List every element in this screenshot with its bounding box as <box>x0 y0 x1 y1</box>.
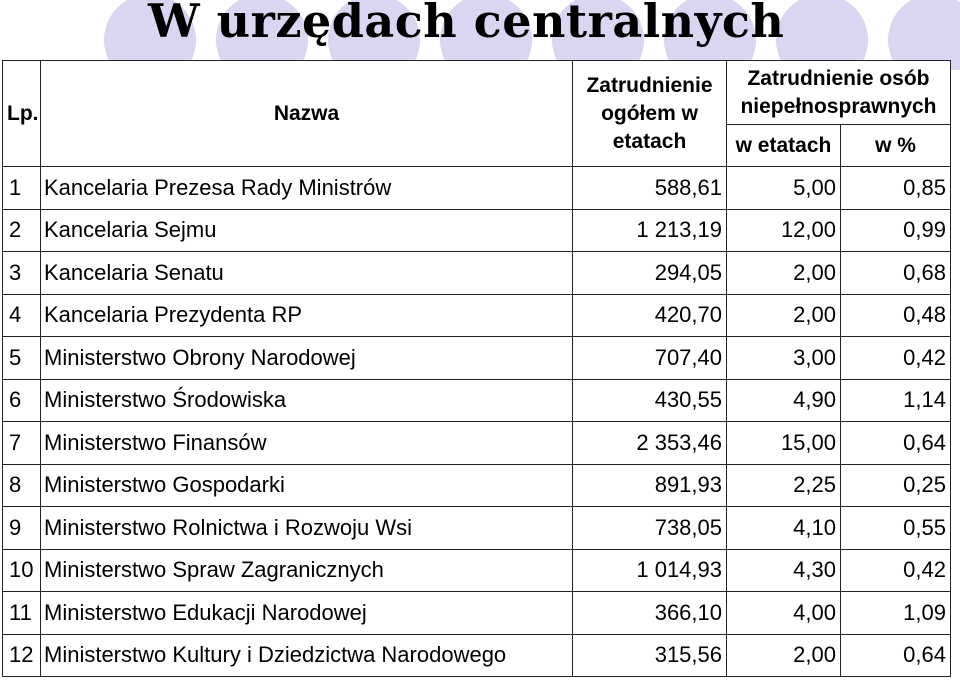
cell-lp: 6 <box>2 378 41 422</box>
cell-lp: 12 <box>2 633 41 677</box>
table-row: 9 Ministerstwo Rolnictwa i Rozwoju Wsi 7… <box>2 506 951 550</box>
cell-lp: 7 <box>2 421 41 465</box>
header-name: Nazwa <box>40 60 573 167</box>
cell-disabled-fte: 2,00 <box>726 633 841 677</box>
cell-disabled-fte: 15,00 <box>726 421 841 465</box>
cell-disabled-pct: 0,99 <box>840 208 951 252</box>
cell-disabled-pct: 0,68 <box>840 251 951 295</box>
cell-disabled-pct: 1,14 <box>840 378 951 422</box>
cell-disabled-pct: 0,85 <box>840 166 951 210</box>
cell-total: 707,40 <box>572 336 727 380</box>
cell-disabled-pct: 0,64 <box>840 633 951 677</box>
cell-disabled-pct: 1,09 <box>840 591 951 635</box>
table-row: 7 Ministerstwo Finansów 2 353,46 15,00 0… <box>2 421 951 465</box>
cell-name: Kancelaria Prezesa Rady Ministrów <box>40 166 573 210</box>
header-disabled-pct: w % <box>840 124 951 167</box>
cell-total: 891,93 <box>572 463 727 507</box>
table-row: 12 Ministerstwo Kultury i Dziedzictwa Na… <box>2 633 951 677</box>
cell-disabled-fte: 4,30 <box>726 548 841 592</box>
cell-disabled-pct: 0,48 <box>840 293 951 337</box>
cell-name: Ministerstwo Finansów <box>40 421 573 465</box>
cell-lp: 4 <box>2 293 41 337</box>
cell-disabled-fte: 2,00 <box>726 251 841 295</box>
cell-lp: 11 <box>2 591 41 635</box>
cell-disabled-pct: 0,55 <box>840 506 951 550</box>
table-row: 11 Ministerstwo Edukacji Narodowej 366,1… <box>2 591 951 635</box>
cell-total: 315,56 <box>572 633 727 677</box>
cell-disabled-fte: 5,00 <box>726 166 841 210</box>
cell-total: 294,05 <box>572 251 727 295</box>
cell-disabled-pct: 0,42 <box>840 336 951 380</box>
cell-name: Ministerstwo Spraw Zagranicznych <box>40 548 573 592</box>
cell-total: 366,10 <box>572 591 727 635</box>
cell-total: 738,05 <box>572 506 727 550</box>
cell-disabled-fte: 4,10 <box>726 506 841 550</box>
cell-disabled-fte: 4,90 <box>726 378 841 422</box>
cell-total: 2 353,46 <box>572 421 727 465</box>
cell-name: Kancelaria Sejmu <box>40 208 573 252</box>
cell-total: 588,61 <box>572 166 727 210</box>
cell-lp: 1 <box>2 166 41 210</box>
cell-name: Ministerstwo Kultury i Dziedzictwa Narod… <box>40 633 573 677</box>
cell-disabled-fte: 2,25 <box>726 463 841 507</box>
cell-disabled-fte: 3,00 <box>726 336 841 380</box>
table-row: 2 Kancelaria Sejmu 1 213,19 12,00 0,99 <box>2 208 951 252</box>
cell-name: Kancelaria Prezydenta RP <box>40 293 573 337</box>
cell-lp: 10 <box>2 548 41 592</box>
cell-lp: 2 <box>2 208 41 252</box>
cell-name: Ministerstwo Gospodarki <box>40 463 573 507</box>
cell-total: 1 213,19 <box>572 208 727 252</box>
cell-name: Kancelaria Senatu <box>40 251 573 295</box>
header-disabled-fte: w etatach <box>726 124 841 167</box>
header-total-fte: Zatrudnienie ogółem w etatach <box>572 60 727 167</box>
table-row: 6 Ministerstwo Środowiska 430,55 4,90 1,… <box>2 378 951 422</box>
table-row: 3 Kancelaria Senatu 294,05 2,00 0,68 <box>2 251 951 295</box>
table-body: 1 Kancelaria Prezesa Rady Ministrów 588,… <box>2 166 951 677</box>
cell-disabled-pct: 0,25 <box>840 463 951 507</box>
cell-disabled-fte: 12,00 <box>726 208 841 252</box>
table-row: 10 Ministerstwo Spraw Zagranicznych 1 01… <box>2 548 951 592</box>
cell-name: Ministerstwo Rolnictwa i Rozwoju Wsi <box>40 506 573 550</box>
table-row: 1 Kancelaria Prezesa Rady Ministrów 588,… <box>2 166 951 210</box>
cell-name: Ministerstwo Edukacji Narodowej <box>40 591 573 635</box>
page-title: W urzędach centralnych <box>148 0 785 48</box>
cell-name: Ministerstwo Obrony Narodowej <box>40 336 573 380</box>
employment-table: Lp. Nazwa Zatrudnienie ogółem w etatach … <box>2 60 951 677</box>
cell-disabled-pct: 0,64 <box>840 421 951 465</box>
cell-total: 420,70 <box>572 293 727 337</box>
table-row: 8 Ministerstwo Gospodarki 891,93 2,25 0,… <box>2 463 951 507</box>
cell-disabled-fte: 2,00 <box>726 293 841 337</box>
header-lp: Lp. <box>2 60 41 167</box>
cell-lp: 8 <box>2 463 41 507</box>
cell-lp: 9 <box>2 506 41 550</box>
table-row: 5 Ministerstwo Obrony Narodowej 707,40 3… <box>2 336 951 380</box>
cell-total: 1 014,93 <box>572 548 727 592</box>
cell-total: 430,55 <box>572 378 727 422</box>
table-row: 4 Kancelaria Prezydenta RP 420,70 2,00 0… <box>2 293 951 337</box>
cell-disabled-pct: 0,42 <box>840 548 951 592</box>
header-disabled-group: Zatrudnienie osób niepełnosprawnych <box>726 60 951 125</box>
cell-name: Ministerstwo Środowiska <box>40 378 573 422</box>
cell-disabled-fte: 4,00 <box>726 591 841 635</box>
cell-lp: 5 <box>2 336 41 380</box>
decorative-circles <box>104 0 960 70</box>
cell-lp: 3 <box>2 251 41 295</box>
